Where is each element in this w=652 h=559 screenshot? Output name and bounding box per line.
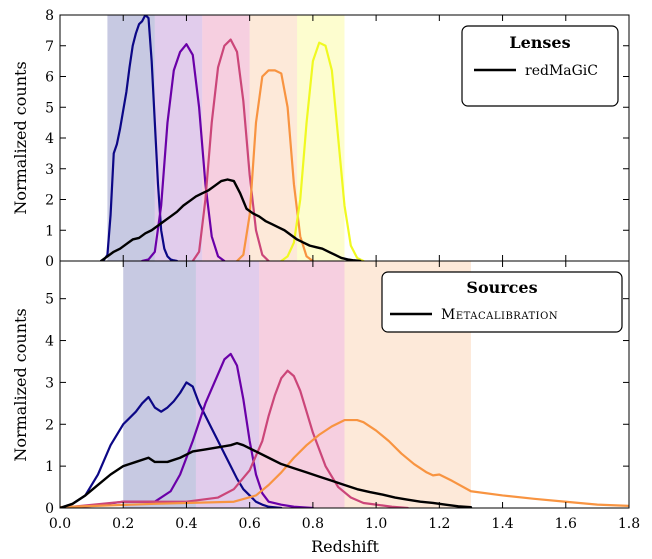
- bottom-bin-3: [259, 261, 345, 508]
- x-tick-label: 1.6: [555, 516, 577, 532]
- bottom-panel: 0 1 2 3 4 5 0.0 0.2 0.4 0.6 0.8 1.0 1.2 1.4 1.6 1.8 No…: [11, 260, 640, 556]
- top-series-line-3: [191, 38, 270, 261]
- top-legend-entry-label: redMaGiC: [525, 63, 598, 79]
- top-legend-box: [461, 25, 619, 107]
- x-tick-label: 0.2: [112, 516, 134, 532]
- x-tick-label: 1.8: [618, 516, 640, 532]
- x-tick-label: 1.0: [365, 516, 387, 532]
- x-tick-label: 0.8: [302, 516, 324, 532]
- bottom-series-line-3: [60, 369, 409, 508]
- top-y-tick-label: 8: [45, 8, 54, 24]
- top-y-tick-label: 5: [45, 100, 54, 116]
- bottom-y-ticks: 0 1 2 3 4 5: [45, 292, 629, 517]
- bottom-series-line-4: [60, 418, 629, 508]
- top-legend-title: Lenses: [509, 33, 570, 52]
- x-tick-label: 0.6: [239, 516, 261, 532]
- x-axis-label: Redshift: [311, 537, 379, 556]
- bottom-y-tick-label: 2: [45, 417, 54, 433]
- top-y-tick-label: 2: [45, 193, 54, 209]
- top-series: [99, 15, 365, 261]
- bottom-axes-frame: [59, 260, 630, 509]
- bottom-bin-2: [195, 261, 260, 508]
- top-series-line-2: [141, 43, 226, 261]
- bottom-series-line-2: [60, 352, 314, 508]
- bottom-y-axis-label: Normalized counts: [11, 308, 30, 461]
- x-tick-label: 0.4: [175, 516, 197, 532]
- bottom-legend-entry-label: Metacalibration: [441, 307, 558, 323]
- x-tick-label: 1.2: [428, 516, 450, 532]
- top-y-tick-label: 4: [45, 131, 54, 147]
- bottom-series-line-5: [60, 441, 473, 508]
- top-y-tick-label: 6: [45, 70, 54, 86]
- bottom-y-tick-label: 3: [45, 375, 54, 391]
- bottom-legend-title: Sources: [466, 278, 537, 297]
- top-panel: 0 1 2 3 4 5 6 7 8 Normalized counts Lenses redMa…: [11, 8, 630, 270]
- bottom-y-tick-label: 5: [45, 292, 54, 308]
- top-y-tick-label: 1: [45, 223, 54, 239]
- top-series-line-5: [280, 41, 365, 261]
- top-y-tick-label: 0: [45, 254, 54, 270]
- top-legend: Lenses redMaGiC: [461, 25, 619, 107]
- x-tick-label: 1.4: [491, 516, 513, 532]
- top-bins: [107, 15, 345, 261]
- bottom-y-tick-label: 0: [45, 501, 54, 517]
- top-y-tick-label: 7: [45, 39, 54, 55]
- bottom-legend-box: [381, 271, 623, 333]
- top-series-line-1: [99, 15, 179, 261]
- bottom-y-tick-label: 4: [45, 334, 54, 350]
- top-series-line-6: [99, 178, 362, 261]
- top-y-tick-label: 3: [45, 162, 54, 178]
- bottom-x-ticks: 0.0 0.2 0.4 0.6 0.8 1.0 1.2 1.4 1.6 1.8: [49, 261, 640, 532]
- bottom-legend: Sources Metacalibration: [381, 271, 623, 333]
- x-tick-label: 0.0: [49, 516, 71, 532]
- top-series-line-4: [235, 69, 314, 261]
- bottom-series: [60, 352, 629, 508]
- top-y-axis-label: Normalized counts: [11, 61, 30, 214]
- bottom-y-tick-label: 1: [45, 459, 54, 475]
- bottom-series-line-1: [60, 381, 283, 508]
